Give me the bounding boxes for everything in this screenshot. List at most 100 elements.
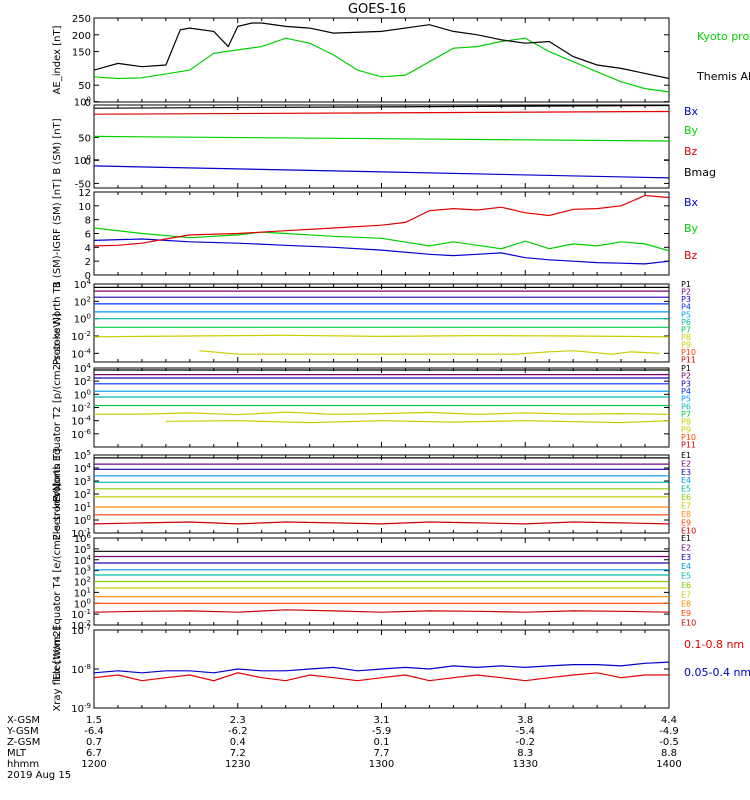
y-tick-label: 10-4 [71, 415, 91, 428]
y-axis-label: Electrons Equator T4 [e/(cm2-s-sr-keV)] [52, 483, 63, 680]
legend-e5: E5 [681, 485, 691, 494]
y-tick-label: 102 [74, 488, 91, 501]
y-tick-label: 102 [74, 576, 91, 589]
series-line-bx [94, 165, 669, 179]
y-axis-label: Protons Equator T2 [p/(cm2-s-sr-keV)] [52, 313, 63, 502]
y-tick-label: 0 [85, 156, 91, 167]
y-tick-label: 10-2 [71, 619, 91, 632]
legend-themis-ae: Themis AE [696, 70, 750, 83]
footer-row-label: Z-GSM [7, 737, 40, 748]
y-tick-label: 100 [74, 597, 91, 610]
legend-p4: P4 [681, 303, 691, 312]
y-tick-label: 8 [85, 216, 91, 227]
legend-by: By [684, 124, 699, 137]
y-axis-label: Electrons North T3 [52, 447, 63, 540]
y-tick-label: 250 [72, 14, 91, 25]
y-tick-label: 104 [74, 462, 92, 475]
plot-title: GOES-16 [348, 2, 406, 17]
y-tick-label: 100 [74, 313, 91, 326]
y-tick-label: 101 [74, 586, 91, 599]
legend-bz: Bz [684, 249, 698, 262]
y-tick-label: 104 [74, 554, 92, 567]
y-tick-label: 10-1 [71, 527, 91, 540]
y-tick-label: 103 [74, 565, 91, 578]
footer-row-label: X-GSM [7, 715, 40, 726]
footer-value: 1330 [513, 759, 538, 770]
legend-bx: Bx [684, 105, 699, 118]
y-axis-label: Protons North T1 [52, 281, 63, 365]
y-axis-label: AE_index [nT] [52, 25, 63, 94]
series-line-0-1-0-8-nm [94, 672, 669, 682]
footer-value: 1300 [369, 759, 394, 770]
series-line-p9 [165, 420, 669, 424]
y-axis-label: B (SM)-IGRF (SM) [nT] [52, 179, 63, 288]
legend-p6: P6 [681, 402, 691, 411]
series-line-kyoto-proxy-ae [94, 37, 669, 93]
series-line-p9 [199, 350, 660, 355]
legend-p3: P3 [681, 379, 691, 388]
series-line-by [94, 135, 669, 142]
y-tick-label: 102 [74, 375, 91, 388]
footer-value: 0.4 [230, 737, 246, 748]
legend-e8: E8 [681, 600, 691, 609]
footer-value: 8.8 [661, 748, 677, 759]
legend-p5: P5 [681, 310, 691, 319]
legend-e7: E7 [681, 590, 691, 599]
y-tick-label: 105 [74, 543, 91, 556]
y-tick-label: 200 [72, 31, 91, 42]
series-line-themis-ae [94, 22, 669, 80]
footer-value: 0.7 [86, 737, 102, 748]
legend-e1: E1 [681, 534, 691, 543]
legend-0-05-0-4-nm: 0.05-0.4 nm [684, 666, 750, 679]
panel-8: 10-9 10-8 10-7 Xray flux [W/m2] 0.1-0.8 nm 0.… [52, 624, 750, 715]
y-tick-label: 100 [74, 514, 91, 527]
legend-p3: P3 [681, 295, 691, 304]
panel-1: 0 50 100 150 200 250 AE_index [nT] Kyoto proxy … [52, 14, 750, 109]
footer-value: -0.2 [515, 737, 535, 748]
footer-value: -6.2 [228, 726, 248, 737]
series-line-bmag [94, 105, 669, 109]
y-tick-label: 10-8 [71, 663, 91, 676]
legend-p9: P9 [681, 425, 691, 434]
footer-value: 0.1 [374, 737, 390, 748]
y-tick-label: 6 [85, 230, 91, 241]
footer-value: 3.1 [374, 715, 390, 726]
legend-e1: E1 [681, 451, 691, 460]
legend-bmag: Bmag [684, 166, 716, 179]
legend-p11: P11 [681, 356, 696, 365]
footer-value: -5.9 [372, 726, 392, 737]
y-tick-label: 100 [74, 96, 91, 109]
series-line-bz [94, 110, 669, 115]
y-tick-label: 10-2 [71, 402, 91, 415]
y-axis-label: B (SM) [nT] [52, 118, 63, 174]
y-tick-label: 50 [78, 133, 91, 144]
legend-p9: P9 [681, 341, 691, 350]
legend-0-1-0-8-nm: 0.1-0.8 nm [684, 638, 744, 651]
series-line-by [94, 227, 669, 252]
footer-value: -6.4 [84, 726, 104, 737]
panel-3: 0 2 4 6 8 10 12 B (SM)-IGRF (SM) [nT] Bx By Bz [52, 179, 699, 288]
legend-p1: P1 [681, 364, 691, 373]
legend-p7: P7 [681, 410, 691, 419]
footer-date: 2019 Aug 15 [7, 770, 71, 781]
footer-value: 7.7 [374, 748, 390, 759]
legend-e6: E6 [681, 581, 691, 590]
legend-e4: E4 [681, 562, 691, 571]
y-tick-label: 105 [74, 449, 91, 462]
footer-value: -4.9 [659, 726, 679, 737]
y-tick-label: 4 [85, 243, 91, 254]
footer-value: 1230 [225, 759, 250, 770]
footer-value: 1400 [656, 759, 681, 770]
legend-p4: P4 [681, 387, 691, 396]
series-line-bz [94, 194, 669, 247]
legend-e10: E10 [681, 527, 696, 536]
series-line-bx [94, 238, 669, 265]
y-tick-label: 10-9 [71, 702, 91, 715]
y-tick-label: 103 [74, 475, 91, 488]
y-tick-label: 150 [72, 48, 91, 59]
series-line-0-05-0-4-nm [94, 661, 669, 674]
legend-e8: E8 [681, 510, 691, 519]
y-tick-label: 10 [78, 202, 91, 213]
